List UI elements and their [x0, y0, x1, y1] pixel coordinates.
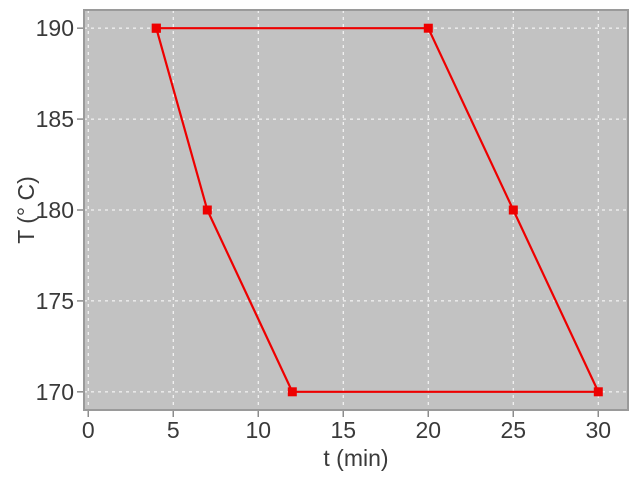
data-point-marker	[423, 23, 433, 33]
data-point-marker	[508, 205, 518, 215]
x-tick-label: 30	[585, 417, 611, 443]
y-tick-label: 190	[36, 15, 74, 41]
x-tick-label: 10	[245, 417, 271, 443]
data-point-marker	[202, 205, 212, 215]
x-tick-label: 0	[82, 417, 95, 443]
y-tick-label: 180	[36, 197, 74, 223]
x-tick-label: 15	[330, 417, 356, 443]
data-point-marker	[287, 387, 297, 397]
y-tick-label: 170	[36, 379, 74, 405]
plot-area	[84, 10, 628, 410]
x-axis-label: t (min)	[323, 445, 388, 471]
data-point-marker	[151, 23, 161, 33]
plot-border	[83, 9, 629, 411]
y-tick-label: 185	[36, 106, 74, 132]
data-point-marker	[593, 387, 603, 397]
x-tick-label: 5	[167, 417, 180, 443]
x-tick-label: 20	[415, 417, 441, 443]
ticks-and-labels: 0 5 10 15 20 25 30 170 175 180 185 190	[36, 15, 611, 443]
y-axis-label: T (° C)	[13, 176, 39, 244]
y-tick-label: 175	[36, 288, 74, 314]
x-tick-label: 25	[500, 417, 526, 443]
